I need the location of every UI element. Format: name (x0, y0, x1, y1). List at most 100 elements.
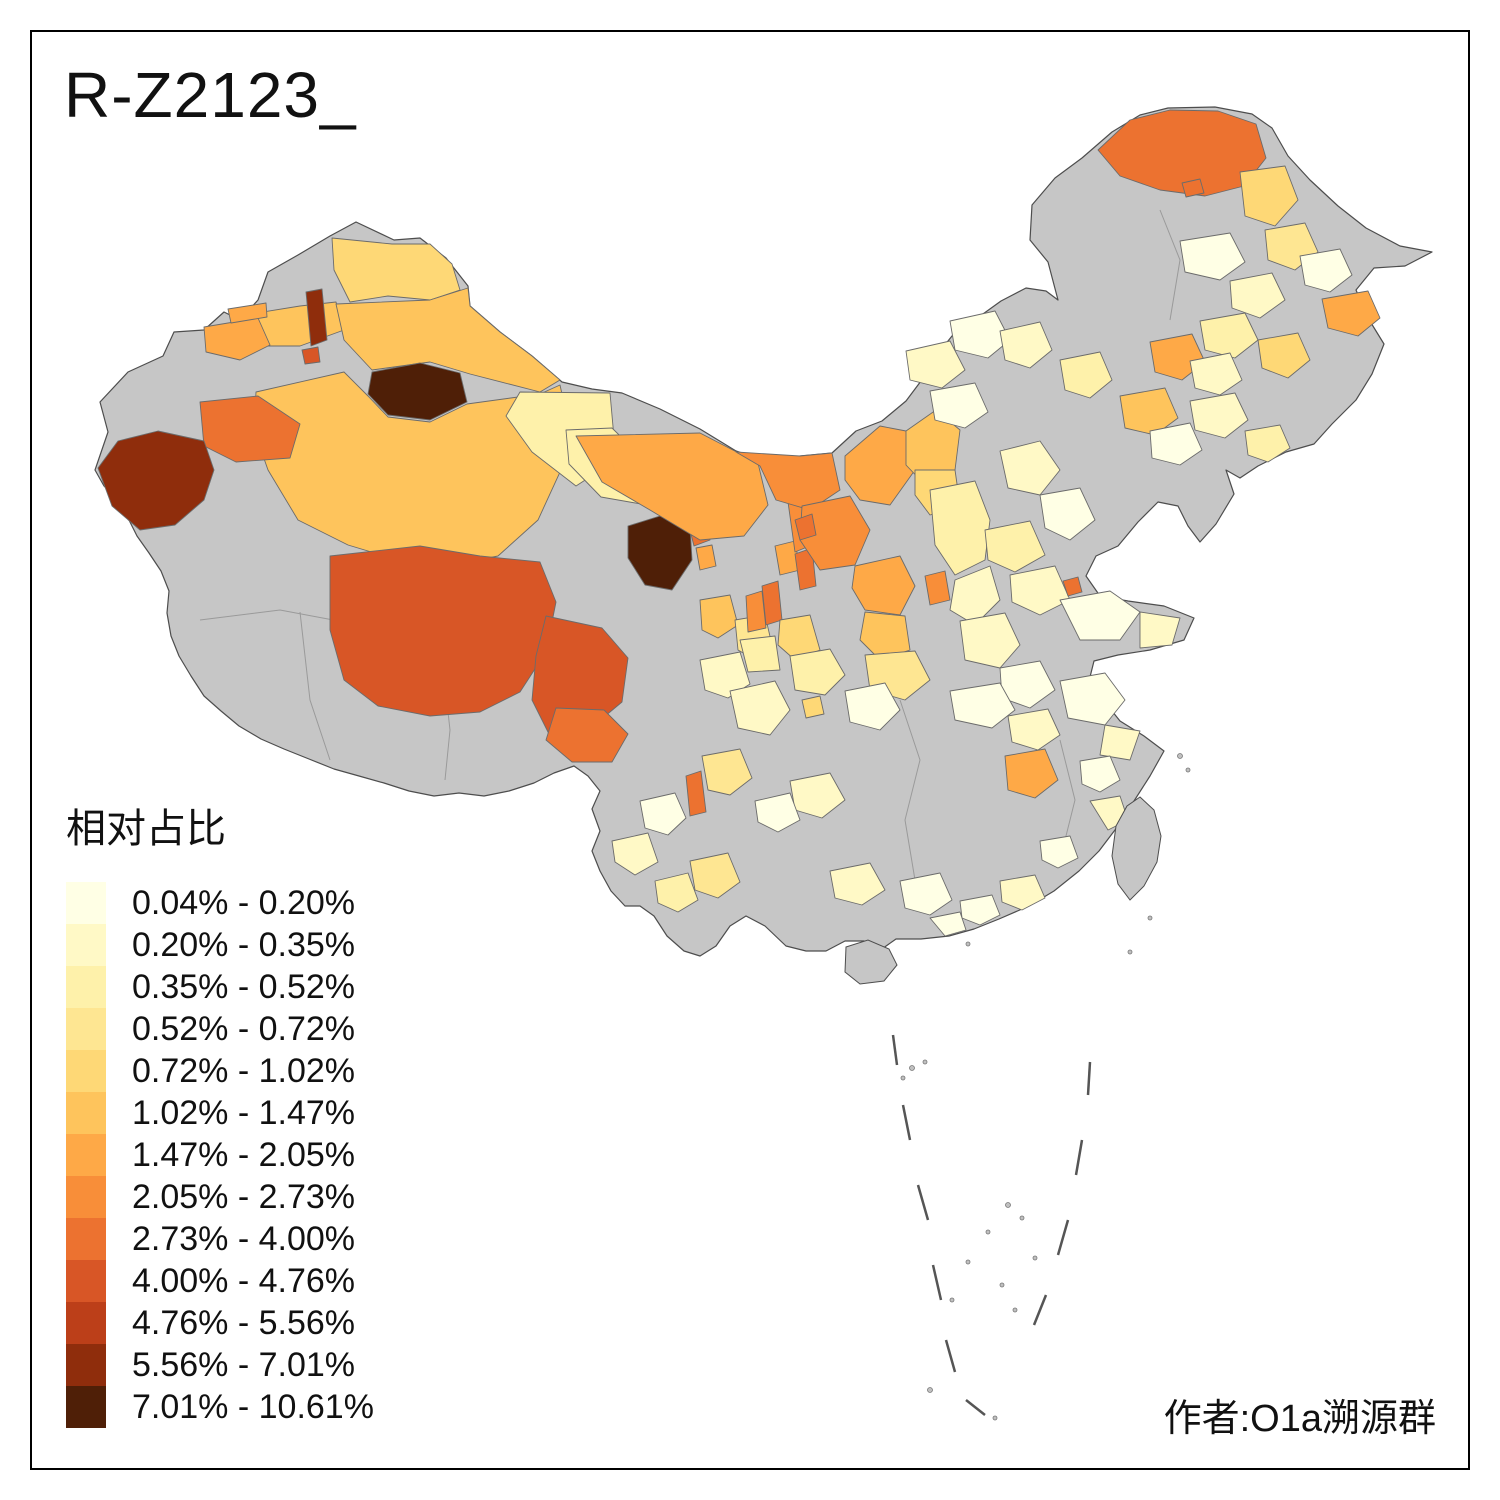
island-dot (1185, 767, 1191, 773)
legend-label: 0.52% - 0.72% (132, 1009, 356, 1048)
map-region (1059, 590, 1141, 641)
island-dots (900, 753, 1191, 1421)
map-region (1079, 755, 1121, 793)
map-region (1007, 708, 1061, 751)
island-dot (992, 1415, 998, 1421)
map-region (959, 612, 1021, 669)
map-region (949, 682, 1016, 729)
legend-row: 0.52% - 0.72% (66, 1008, 374, 1050)
legend-swatch (66, 924, 106, 966)
island-dot (1012, 1307, 1018, 1313)
map-region (899, 872, 953, 916)
map-region (999, 874, 1046, 911)
legend-swatch (66, 1386, 106, 1428)
map-region (1039, 487, 1096, 541)
nine-dash-line (891, 1034, 1092, 1416)
map-region (1097, 109, 1267, 197)
map-region (851, 555, 916, 616)
legend-row: 5.56% - 7.01% (66, 1344, 374, 1386)
map-region (1229, 272, 1286, 319)
map-region (1199, 312, 1259, 359)
legend-row: 2.73% - 4.00% (66, 1218, 374, 1260)
map-region (729, 680, 791, 736)
map-title: R-Z2123_ (64, 59, 357, 131)
legend-label: 0.04% - 0.20% (132, 883, 356, 922)
attribution: 作者:O1a溯源群 (1163, 1398, 1436, 1440)
map-region (701, 748, 753, 796)
map-region (949, 565, 1001, 626)
map-region (844, 682, 901, 731)
legend-label: 1.02% - 1.47% (132, 1093, 356, 1132)
legend-swatch (66, 966, 106, 1008)
map-region (1119, 387, 1179, 436)
map-region (575, 432, 769, 541)
island-dot (1177, 753, 1183, 759)
island-dot (1005, 1202, 1011, 1208)
map-region (654, 872, 699, 913)
map-region (97, 430, 215, 531)
map-region (1244, 424, 1291, 463)
legend-swatch (66, 1092, 106, 1134)
legend-swatch (66, 1176, 106, 1218)
legend-swatch (66, 1344, 106, 1386)
map-region (331, 237, 461, 303)
map-region (1299, 248, 1353, 293)
legend-swatch (66, 1218, 106, 1260)
map-region (754, 792, 801, 833)
island-dot (999, 1282, 1005, 1288)
map-region (789, 648, 846, 696)
legend-title: 相对占比 (66, 807, 226, 851)
prefecture-border-line (1159, 209, 1181, 321)
legend-label: 2.05% - 2.73% (132, 1177, 356, 1216)
map-region (829, 862, 886, 906)
island-dot (1032, 1255, 1038, 1261)
map-region (801, 695, 825, 719)
island-dot (1019, 1215, 1025, 1221)
legend-row: 2.05% - 2.73% (66, 1176, 374, 1218)
map-region (999, 321, 1053, 369)
legend-swatch (66, 1302, 106, 1344)
legend-row: 4.76% - 5.56% (66, 1302, 374, 1344)
island-dot (922, 1059, 928, 1065)
map-region (739, 635, 781, 673)
map-region (1099, 724, 1141, 761)
legend-swatch (66, 882, 106, 924)
island-dot (965, 941, 971, 947)
legend-row: 0.35% - 0.52% (66, 966, 374, 1008)
legend-row: 7.01% - 10.61% (66, 1386, 374, 1428)
map-region (227, 302, 268, 324)
map-region (1039, 835, 1079, 869)
map-region (329, 545, 557, 717)
legend-swatch (66, 1008, 106, 1050)
map-region (301, 346, 321, 365)
legend-row: 1.02% - 1.47% (66, 1092, 374, 1134)
map-region (844, 425, 916, 506)
map-region (794, 513, 817, 541)
island-dot (1147, 915, 1153, 921)
map-region (695, 544, 717, 571)
legend-label: 0.20% - 0.35% (132, 925, 356, 964)
map-region (984, 520, 1046, 573)
map-region (1062, 576, 1083, 597)
plot-frame (30, 30, 1470, 1470)
legend-label: 4.00% - 4.76% (132, 1261, 356, 1300)
map-region (1239, 165, 1299, 227)
map-region (1139, 611, 1181, 649)
legend-label: 2.73% - 4.00% (132, 1219, 356, 1258)
legend-label: 0.72% - 1.02% (132, 1051, 356, 1090)
legend-row: 0.20% - 0.35% (66, 924, 374, 966)
map-region (335, 287, 561, 393)
legend-row: 1.47% - 2.05% (66, 1134, 374, 1176)
map-region (949, 310, 1011, 359)
prefecture-border-line (899, 699, 921, 881)
island-dot (909, 1065, 915, 1071)
map-region (1179, 232, 1246, 281)
map-region (367, 362, 468, 421)
legend-label: 1.47% - 2.05% (132, 1135, 356, 1174)
island-dot (949, 1297, 955, 1303)
legend: 相对占比 0.04% - 0.20% 0.20% - 0.35% 0.35% -… (66, 796, 374, 1428)
map-region (1189, 392, 1249, 439)
map-region (1059, 351, 1113, 399)
map-region (959, 894, 1001, 926)
